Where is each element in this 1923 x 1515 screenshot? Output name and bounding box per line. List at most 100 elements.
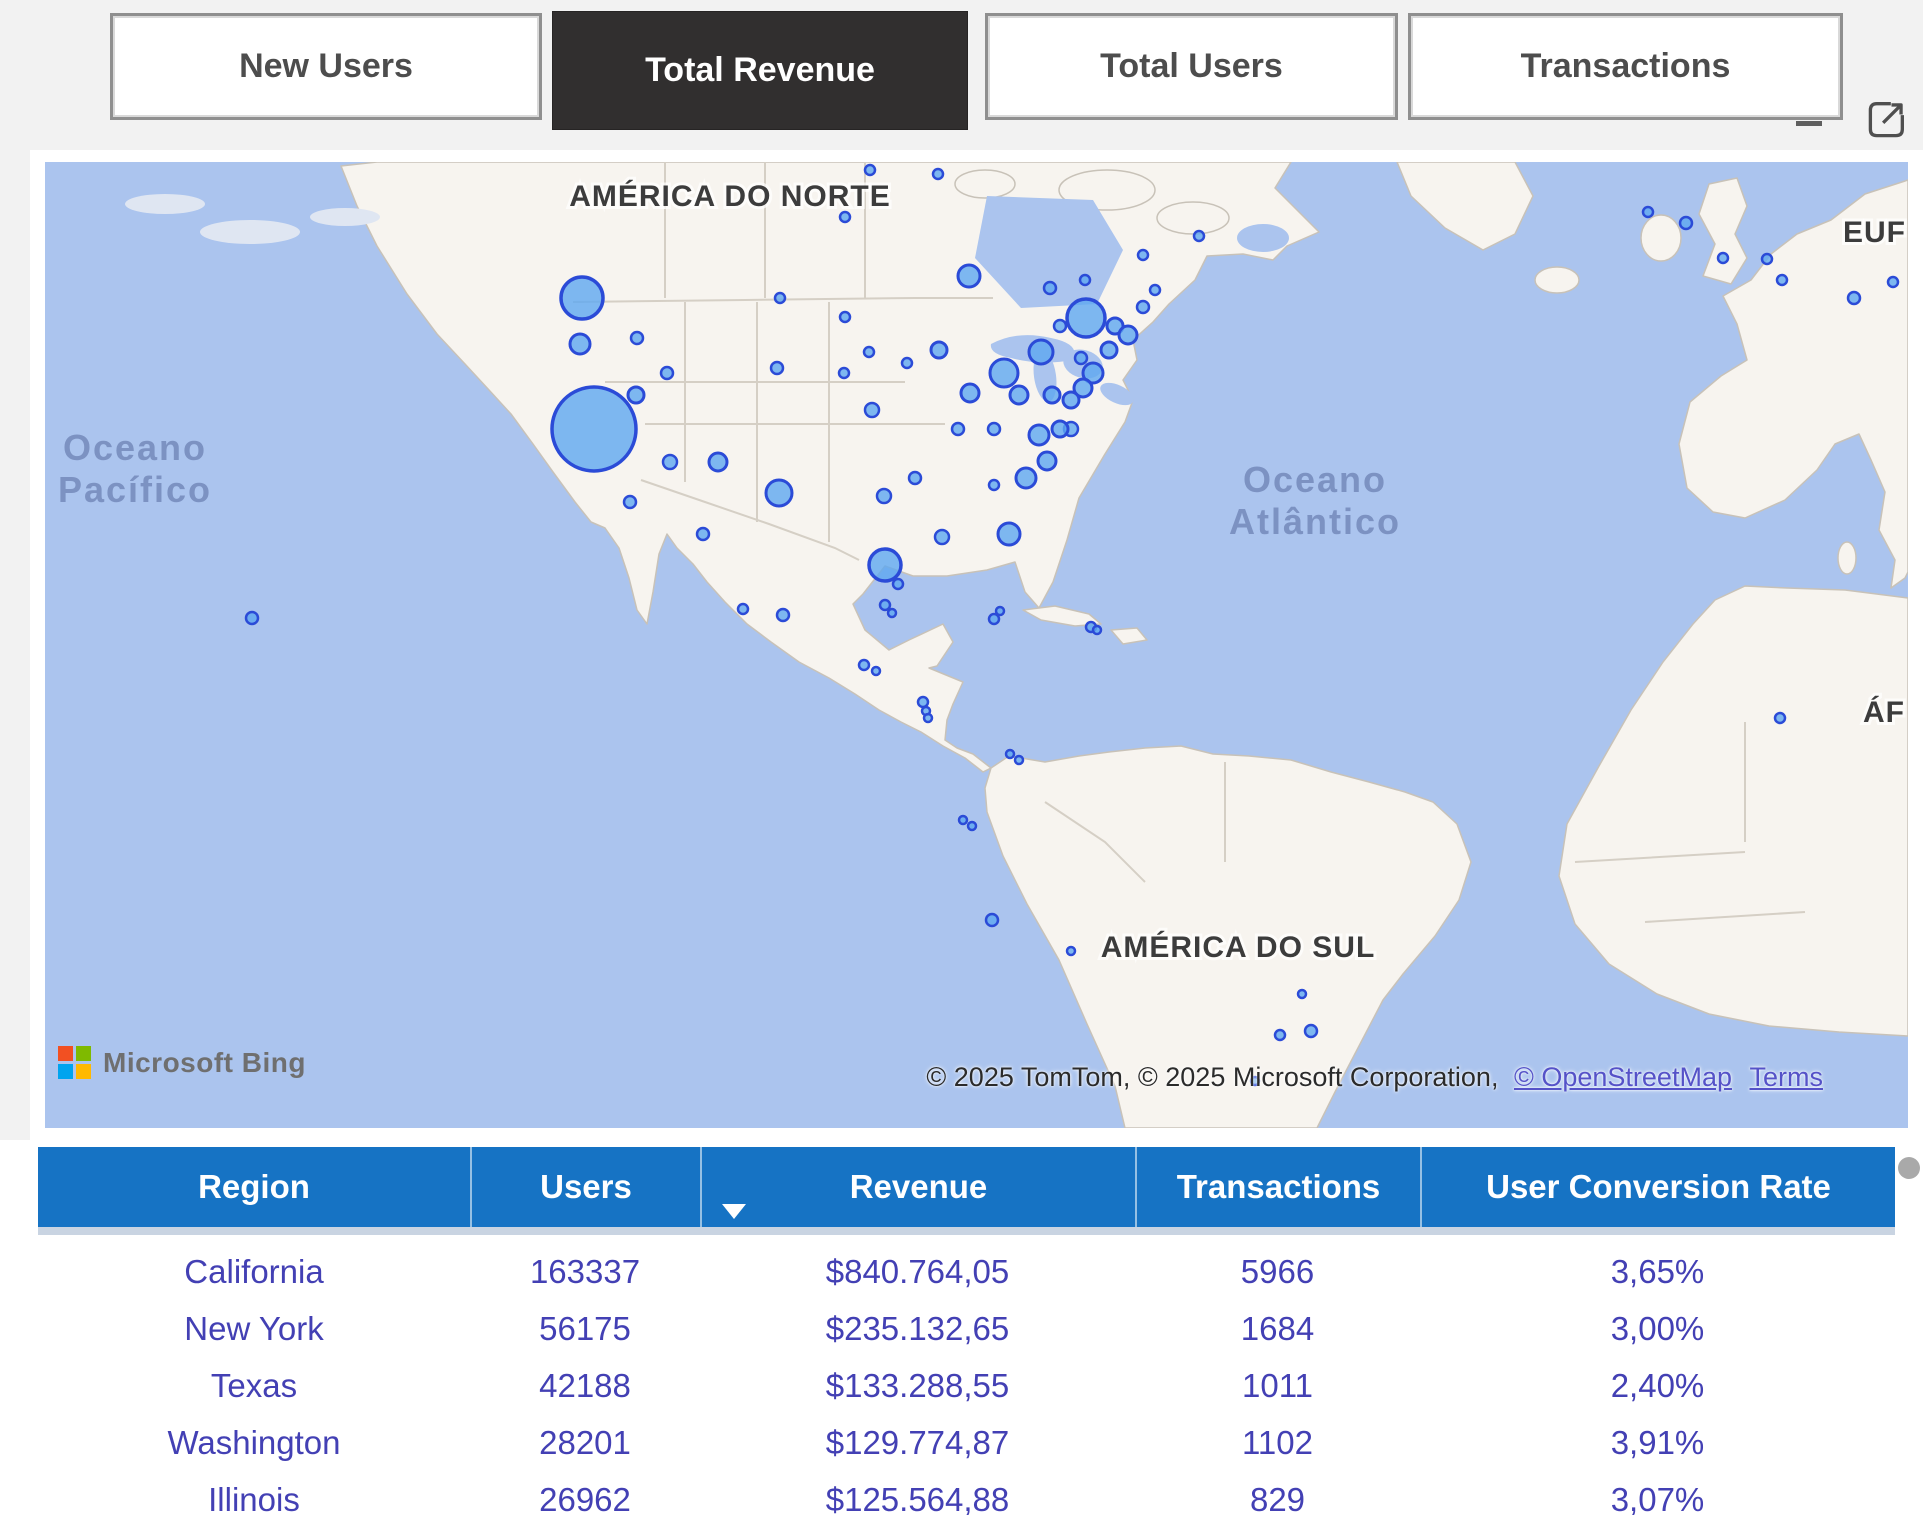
map-bubble[interactable] — [736, 602, 750, 616]
map-bubble[interactable] — [875, 487, 893, 505]
map-bubble[interactable] — [1296, 988, 1308, 1000]
map-bubble[interactable] — [1050, 419, 1070, 439]
map-bubble[interactable] — [857, 658, 871, 672]
map-bubble[interactable] — [1065, 297, 1107, 339]
tab-new-users[interactable]: New Users — [110, 13, 542, 120]
map-bubble[interactable] — [867, 547, 903, 583]
map-bubble[interactable] — [959, 382, 981, 404]
map-bubble[interactable] — [1008, 384, 1030, 406]
map-bubble[interactable] — [886, 607, 898, 619]
map-bubble[interactable] — [862, 345, 876, 359]
map-bubble[interactable] — [900, 356, 914, 370]
map-bubble[interactable] — [629, 330, 645, 346]
tab-total-revenue[interactable]: Total Revenue — [552, 11, 968, 130]
map-bubble[interactable] — [1065, 945, 1077, 957]
map-bubble[interactable] — [837, 366, 851, 380]
map-bubble[interactable] — [1078, 273, 1092, 287]
table-row[interactable]: Washington 28201 $129.774,87 1102 3,91% — [38, 1414, 1895, 1471]
map-bubble[interactable] — [922, 712, 934, 724]
map-bubble[interactable] — [1073, 350, 1089, 366]
map-bubble[interactable] — [1117, 324, 1139, 346]
map-bubble[interactable] — [1773, 711, 1787, 725]
map-bubble[interactable] — [707, 451, 729, 473]
map-bubble[interactable] — [1027, 423, 1051, 447]
map-bubble[interactable] — [1192, 229, 1206, 243]
column-header-region[interactable]: Region — [38, 1147, 470, 1227]
map-bubble[interactable] — [1061, 390, 1081, 410]
map-bubble[interactable] — [1081, 361, 1105, 385]
map-bubble[interactable] — [1760, 252, 1774, 266]
tab-transactions[interactable]: Transactions — [1408, 13, 1843, 120]
map-bubble[interactable] — [1072, 377, 1094, 399]
map-bubble[interactable] — [568, 332, 592, 356]
terms-link[interactable]: Terms — [1749, 1062, 1824, 1092]
map-bubble[interactable] — [1099, 340, 1119, 360]
map-bubble[interactable] — [1091, 624, 1103, 636]
map-bubble[interactable] — [773, 291, 787, 305]
bing-map[interactable]: AMÉRICA DO NORTE AMÉRICA DO SUL EUF ÁF O… — [45, 162, 1908, 1128]
column-header-transactions[interactable]: Transactions — [1135, 1147, 1420, 1227]
map-bubble[interactable] — [626, 385, 646, 405]
column-header-user-conversion-rate[interactable]: User Conversion Rate — [1420, 1147, 1895, 1227]
map-bubble[interactable] — [1716, 251, 1730, 265]
map-bubble[interactable] — [987, 478, 1001, 492]
focus-mode-icon[interactable] — [1864, 96, 1910, 142]
map-bubble[interactable] — [1846, 290, 1862, 306]
map-bubble[interactable] — [986, 421, 1002, 437]
map-bubble[interactable] — [878, 598, 892, 612]
map-bubble[interactable] — [933, 528, 951, 546]
map-bubble[interactable] — [1036, 450, 1058, 472]
map-bubble[interactable] — [1303, 1023, 1319, 1039]
map-bubble[interactable] — [950, 421, 966, 437]
map-bubble[interactable] — [1249, 1075, 1261, 1087]
map-bubble[interactable] — [1273, 1028, 1287, 1042]
map-bubble[interactable] — [1027, 338, 1055, 366]
map-bubble[interactable] — [1641, 205, 1655, 219]
map-bubble[interactable] — [1052, 318, 1068, 334]
map-bubble[interactable] — [1014, 466, 1038, 490]
map-bubble[interactable] — [1136, 248, 1150, 262]
map-bubble[interactable] — [838, 310, 852, 324]
map-bubble[interactable] — [891, 577, 905, 591]
map-bubble[interactable] — [984, 912, 1000, 928]
map-bubble[interactable] — [988, 357, 1020, 389]
map-bubble[interactable] — [695, 526, 711, 542]
map-bubble[interactable] — [966, 820, 978, 832]
map-bubble[interactable] — [838, 210, 852, 224]
map-bubble[interactable] — [863, 401, 881, 419]
map-bubble[interactable] — [661, 453, 679, 471]
map-bubble[interactable] — [550, 385, 638, 473]
map-bubble[interactable] — [957, 814, 969, 826]
map-bubble[interactable] — [1042, 385, 1062, 405]
table-row[interactable]: California 163337 $840.764,05 5966 3,65% — [38, 1243, 1895, 1300]
map-bubble[interactable] — [622, 494, 638, 510]
map-bubble[interactable] — [1148, 283, 1162, 297]
column-header-revenue[interactable]: Revenue — [700, 1147, 1135, 1227]
map-bubble[interactable] — [870, 665, 882, 677]
map-bubble[interactable] — [996, 521, 1022, 547]
map-bubble[interactable] — [1886, 275, 1900, 289]
map-bubble[interactable] — [775, 607, 791, 623]
map-bubble[interactable] — [907, 470, 923, 486]
column-header-users[interactable]: Users — [470, 1147, 700, 1227]
table-row[interactable]: New York 56175 $235.132,65 1684 3,00% — [38, 1300, 1895, 1357]
table-row[interactable]: Texas 42188 $133.288,55 1011 2,40% — [38, 1357, 1895, 1414]
visual-options-dash[interactable] — [1796, 121, 1822, 126]
map-bubble[interactable] — [659, 365, 675, 381]
map-bubble[interactable] — [1678, 215, 1694, 231]
map-bubble[interactable] — [1013, 754, 1025, 766]
map-bubble[interactable] — [916, 695, 930, 709]
map-bubble[interactable] — [931, 167, 945, 181]
map-bubble[interactable] — [863, 163, 877, 177]
map-bubble[interactable] — [1775, 273, 1789, 287]
map-bubble[interactable] — [1042, 280, 1058, 296]
map-bubble[interactable] — [994, 605, 1006, 617]
map-bubble[interactable] — [987, 612, 1001, 626]
map-bubble[interactable] — [956, 263, 982, 289]
map-bubble[interactable] — [1004, 748, 1016, 760]
map-bubble[interactable] — [1135, 299, 1151, 315]
map-bubble[interactable] — [929, 340, 949, 360]
table-scrollbar-thumb[interactable] — [1898, 1157, 1920, 1179]
map-bubble[interactable] — [559, 275, 605, 321]
map-bubble[interactable] — [764, 478, 794, 508]
